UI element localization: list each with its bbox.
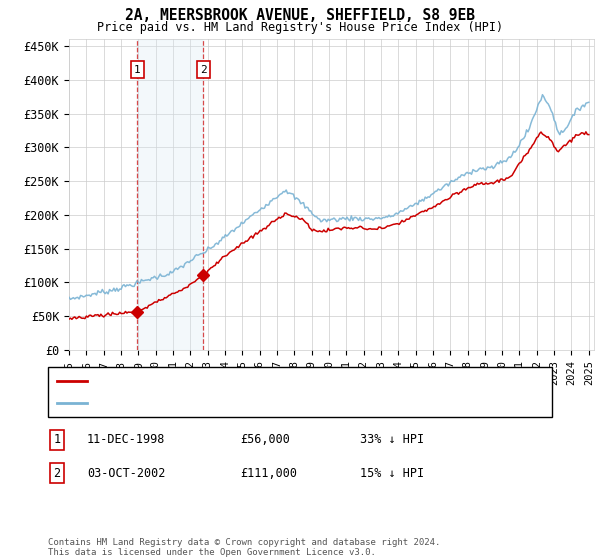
Text: £56,000: £56,000 [240, 433, 290, 446]
Text: 2: 2 [200, 64, 206, 74]
Text: 1: 1 [53, 433, 61, 446]
Text: Contains HM Land Registry data © Crown copyright and database right 2024.
This d: Contains HM Land Registry data © Crown c… [48, 538, 440, 557]
Text: 2A, MEERSBROOK AVENUE, SHEFFIELD, S8 9EB: 2A, MEERSBROOK AVENUE, SHEFFIELD, S8 9EB [125, 8, 475, 24]
Bar [137, 39, 203, 350]
Text: 1: 1 [134, 64, 141, 74]
Text: £111,000: £111,000 [240, 466, 297, 480]
Text: 2A, MEERSBROOK AVENUE, SHEFFIELD, S8 9EB (detached house): 2A, MEERSBROOK AVENUE, SHEFFIELD, S8 9EB… [93, 376, 449, 386]
Text: HPI: Average price, detached house, Sheffield: HPI: Average price, detached house, Shef… [93, 398, 374, 408]
Text: Price paid vs. HM Land Registry's House Price Index (HPI): Price paid vs. HM Land Registry's House … [97, 21, 503, 34]
Text: 2: 2 [53, 466, 61, 480]
Text: 15% ↓ HPI: 15% ↓ HPI [360, 466, 424, 480]
Text: 11-DEC-1998: 11-DEC-1998 [87, 433, 166, 446]
Text: 33% ↓ HPI: 33% ↓ HPI [360, 433, 424, 446]
Text: 03-OCT-2002: 03-OCT-2002 [87, 466, 166, 480]
